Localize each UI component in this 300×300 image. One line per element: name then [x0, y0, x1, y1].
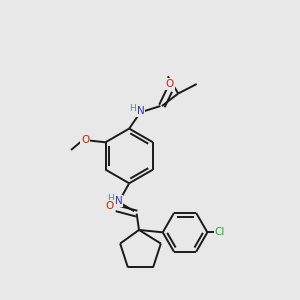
- Text: H: H: [107, 194, 114, 203]
- Text: N: N: [136, 106, 144, 116]
- Text: N: N: [115, 196, 123, 206]
- Text: H: H: [129, 104, 136, 113]
- Text: O: O: [81, 136, 89, 146]
- Text: O: O: [166, 79, 174, 89]
- Text: Cl: Cl: [215, 227, 225, 237]
- Text: O: O: [106, 201, 114, 211]
